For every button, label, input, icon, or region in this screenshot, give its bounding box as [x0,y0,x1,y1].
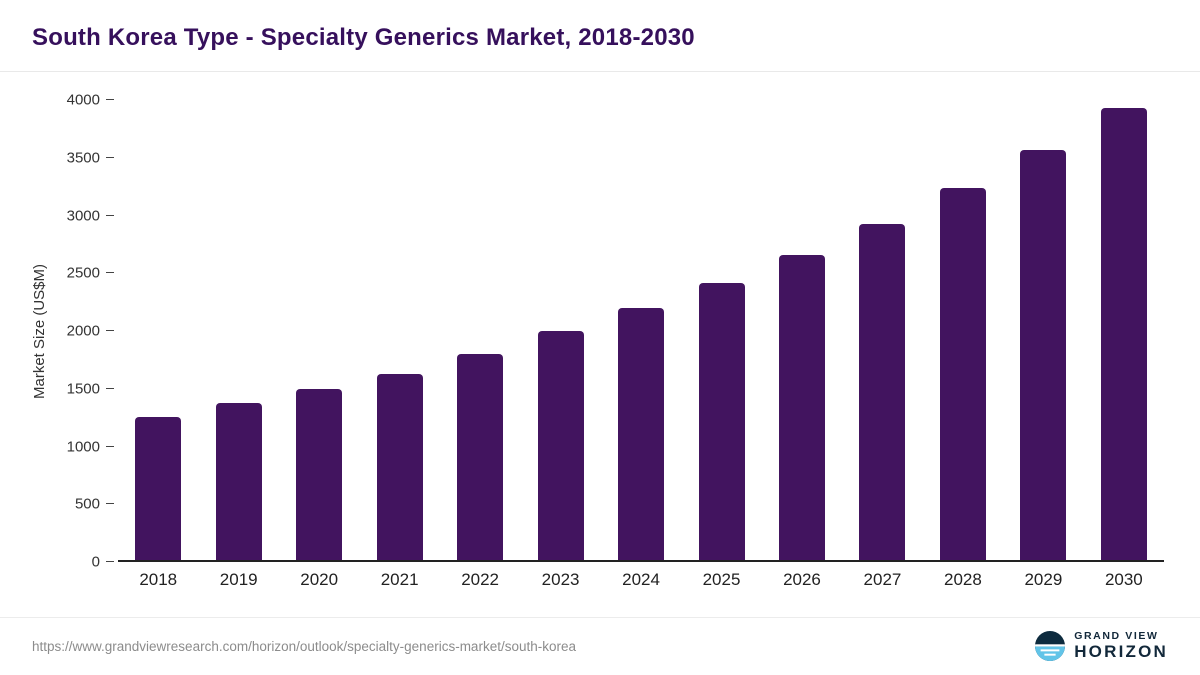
bar-slot [279,100,359,560]
bar-slot [923,100,1003,560]
bar-slot [118,100,198,560]
bar-2028[interactable] [939,187,986,560]
bar-2018[interactable] [135,417,182,560]
y-tick-mark [106,387,114,389]
x-tick-label: 2021 [380,570,419,589]
chart-header: South Korea Type - Specialty Generics Ma… [0,0,1200,72]
y-tick-label: 2500 [66,264,100,282]
bar-2030[interactable] [1100,108,1147,560]
x-tick-label: 2030 [1104,570,1143,589]
page-title: South Korea Type - Specialty Generics Ma… [32,24,695,51]
y-tick-label: 500 [74,495,100,513]
bar-2025[interactable] [698,282,745,560]
y-tick-mark [106,156,114,158]
y-axis: 0 500 1000 1500 2000 2500 3000 3500 4000 [32,92,118,571]
x-tick-label: 2022 [461,570,500,589]
logo-grand-view: GRAND VIEW [1074,630,1159,643]
y-tick-label: 1500 [66,380,100,398]
bar-2021[interactable] [376,373,423,560]
x-tick-label: 2028 [944,570,982,589]
bar-slot [842,100,922,560]
logo-text: GRAND VIEW HORIZON [1074,631,1168,661]
chart-footer: https://www.grandviewresearch.com/horizo… [0,617,1200,675]
plot-area [118,100,1164,562]
bar-slot [1003,100,1083,560]
bar-2022[interactable] [457,354,504,560]
y-tick-label: 2000 [66,322,100,340]
bar-2020[interactable] [296,388,343,560]
bar-2029[interactable] [1020,150,1067,560]
bar-slot [681,100,761,560]
logo-horizon: HORIZON [1074,641,1168,661]
x-tick-label: 2019 [219,570,258,589]
bar-slot [762,100,842,560]
grand-view-horizon-logo: GRAND VIEW HORIZON [1035,631,1168,662]
bar-2019[interactable] [215,403,262,560]
bar-slot [440,100,520,560]
x-tick-label: 2026 [783,570,821,589]
y-tick-mark [106,272,114,274]
bar-slot [520,100,600,560]
bar-chart: Market Size (US$M) 0 500 1000 1500 2000 2500 3… [32,92,1164,600]
y-tick-mark [106,445,114,447]
x-tick-label: 2018 [139,570,178,589]
bar-slot [1084,100,1164,560]
source-url: https://www.grandviewresearch.com/horizo… [32,639,576,654]
y-tick-label: 3000 [66,207,100,224]
x-tick-label: 2024 [622,570,660,589]
y-tick-mark [106,561,114,562]
bar-slot [198,100,278,560]
y-tick-label: 3500 [66,149,100,167]
bar-2024[interactable] [618,307,665,560]
bar-2023[interactable] [537,331,584,560]
y-tick-mark [106,214,114,216]
bar-slot [359,100,439,560]
y-tick-label: 4000 [66,91,100,109]
y-tick-mark [106,330,114,331]
bar-slot [601,100,681,560]
y-tick-mark [106,503,114,505]
bar-2026[interactable] [778,254,825,560]
y-tick-label: 0 [91,553,100,571]
y-tick-label: 1000 [66,438,100,455]
x-axis: 2018 2019 2020 2021 2022 2023 2024 2025 2026 2027… [118,570,1164,590]
x-tick-label: 2027 [863,570,902,589]
x-tick-label: 2023 [541,570,580,589]
x-tick-label: 2020 [300,570,339,589]
y-tick-mark [106,99,114,100]
horizon-logo-icon [1035,631,1066,662]
x-tick-label: 2029 [1024,570,1063,589]
bar-2027[interactable] [859,223,906,560]
x-tick-label: 2025 [702,570,741,589]
